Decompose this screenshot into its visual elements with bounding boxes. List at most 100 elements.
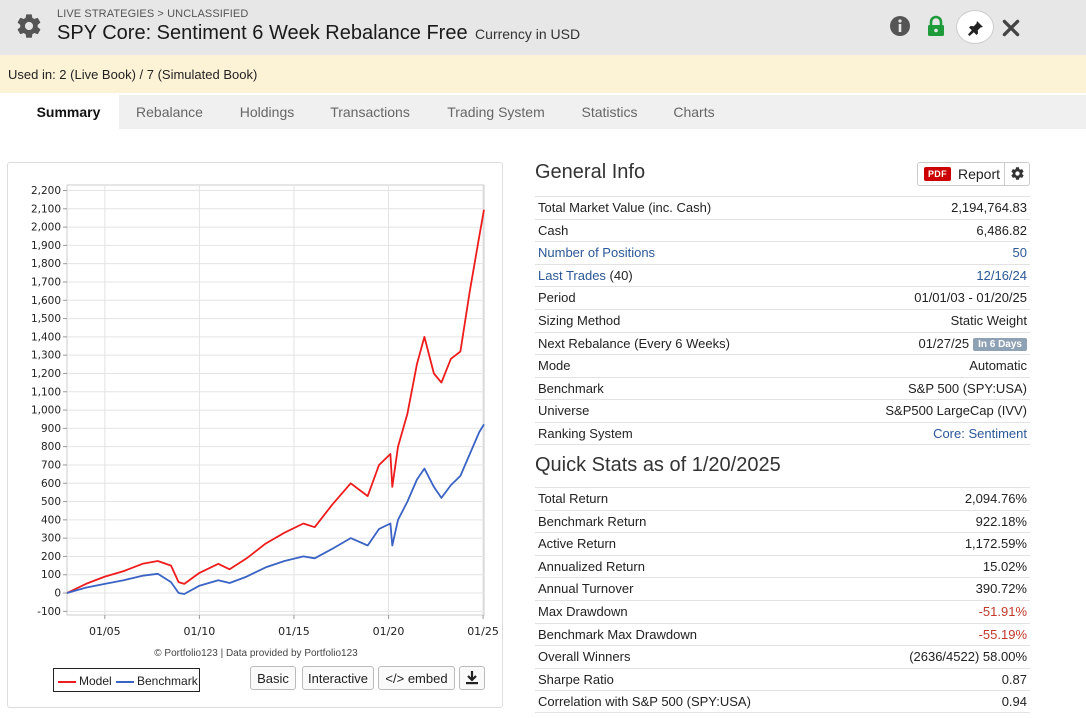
- info-row-sizing-method: Sizing Method Static Weight: [535, 308, 1030, 332]
- lock-icon[interactable]: [924, 14, 948, 38]
- tab-rebalance[interactable]: Rebalance: [136, 104, 203, 120]
- stats-row-annualized-return: Annualized Return 15.02%: [535, 554, 1030, 578]
- y-tick-label: 900: [41, 423, 61, 435]
- info-label: Total Market Value (inc. Cash): [538, 200, 712, 215]
- y-tick-label: 1,800: [31, 258, 61, 270]
- tab-transactions[interactable]: Transactions: [330, 104, 410, 120]
- y-tick-label: 1,500: [31, 313, 61, 325]
- interactive-button[interactable]: Interactive: [302, 666, 374, 690]
- breadcrumb[interactable]: LIVE STRATEGIES > UNCLASSIFIED: [57, 8, 249, 20]
- pin-icon: [968, 21, 983, 36]
- report-button[interactable]: PDF Report: [917, 162, 1030, 186]
- info-row-total-market-value: Total Market Value (inc. Cash) 2,194,764…: [535, 196, 1030, 219]
- report-divider: [1004, 163, 1005, 185]
- x-tick-label: 01/05: [89, 625, 121, 638]
- stat-value: 390.72%: [975, 581, 1027, 597]
- x-tick-label: 01/25: [467, 625, 499, 638]
- tab-statistics[interactable]: Statistics: [581, 104, 638, 120]
- stat-value: 922.18%: [975, 513, 1027, 529]
- info-value: 2,194,764.83: [951, 200, 1027, 215]
- info-row-period: Period 01/01/03 - 01/20/25: [535, 286, 1030, 309]
- series-line-model: [66, 209, 485, 594]
- page-title: SPY Core: Sentiment 6 Week Rebalance Fre…: [57, 22, 468, 44]
- info-value: Automatic: [969, 358, 1027, 374]
- legend-benchmark-label: Benchmark: [137, 674, 198, 688]
- performance-chart[interactable]: -100 0 100 200 300 400 500 600 700 800 900 1,000 1,1…: [8, 163, 504, 643]
- info-row-mode: Mode Automatic: [535, 354, 1030, 377]
- basic-button[interactable]: Basic: [250, 666, 296, 690]
- y-tick-label: 1,600: [31, 295, 61, 307]
- info-label: Ranking System: [538, 425, 633, 441]
- download-button[interactable]: [459, 666, 485, 690]
- info-row-universe: Universe S&P500 LargeCap (IVV): [535, 399, 1030, 422]
- stat-label: Benchmark Return: [538, 513, 647, 529]
- tab-bar: Summary Rebalance Holdings Transactions …: [18, 95, 1086, 129]
- report-label: Report: [958, 166, 1001, 182]
- gear-icon[interactable]: [15, 12, 43, 40]
- legend-model[interactable]: Model: [58, 674, 112, 688]
- stat-value: 0.87: [1001, 671, 1027, 687]
- info-label: Benchmark: [538, 380, 604, 396]
- status-badge: In 6 Days: [973, 337, 1027, 351]
- info-value: 6,486.82: [976, 222, 1027, 238]
- info-icon[interactable]: [888, 14, 912, 38]
- x-tick-label: 01/10: [184, 625, 216, 638]
- y-tick-label: 100: [41, 569, 61, 581]
- y-tick-label: 1,000: [31, 405, 61, 417]
- y-tick-label: -100: [37, 606, 61, 618]
- stat-label: Benchmark Max Drawdown: [538, 626, 697, 642]
- y-tick-label: 700: [41, 459, 61, 471]
- tab-summary[interactable]: Summary: [18, 95, 119, 129]
- info-row-ranking-system: Ranking System Core: Sentiment: [535, 421, 1030, 445]
- info-label: Universe: [538, 403, 590, 419]
- y-tick-label: 2,000: [31, 222, 61, 234]
- info-label: Next Rebalance (Every 6 Weeks): [538, 335, 730, 351]
- y-tick-label: 1,900: [31, 240, 61, 252]
- y-tick-label: 400: [41, 514, 61, 526]
- stat-label: Overall Winners: [538, 649, 631, 665]
- next-rebalance-cell: 01/27/25 In 6 Days: [918, 336, 1027, 351]
- last-trades-date-link[interactable]: 12/16/24: [976, 267, 1027, 283]
- performance-chart-panel: -100 0 100 200 300 400 500 600 700 800 900 1,000 1,1…: [7, 162, 503, 708]
- y-tick-label: 1,400: [31, 331, 61, 343]
- used-in-bar: Used in: 2 (Live Book) / 7 (Simulated Bo…: [0, 55, 1086, 93]
- stat-label: Correlation with S&P 500 (SPY:USA): [538, 694, 751, 710]
- info-value: S&P500 LargeCap (IVV): [885, 403, 1027, 419]
- info-row-benchmark: Benchmark S&P 500 (SPY:USA): [535, 376, 1030, 400]
- info-row-next-rebalance: Next Rebalance (Every 6 Weeks) 01/27/25 I…: [535, 331, 1030, 355]
- positions-count-link[interactable]: 50: [1012, 245, 1027, 261]
- tab-trading-system[interactable]: Trading System: [447, 104, 545, 120]
- legend-benchmark[interactable]: Benchmark: [116, 674, 198, 688]
- stats-row-correlation: Correlation with S&P 500 (SPY:USA) 0.94: [535, 690, 1030, 713]
- stat-label: Max Drawdown: [538, 603, 628, 619]
- last-trades-cell: Last Trades (40): [538, 268, 633, 283]
- ranking-system-link[interactable]: Core: Sentiment: [933, 425, 1027, 441]
- gear-icon[interactable]: [1010, 166, 1025, 181]
- info-value: 01/01/03 - 01/20/25: [914, 290, 1027, 306]
- currency-label: Currency in USD: [475, 26, 581, 42]
- quick-stats-title: Quick Stats as of 1/20/2025: [535, 454, 781, 476]
- y-tick-label: 1,700: [31, 276, 61, 288]
- chart-legend: Model Benchmark: [53, 668, 200, 692]
- info-label: Mode: [538, 358, 571, 374]
- stats-row-annual-turnover: Annual Turnover 390.72%: [535, 577, 1030, 600]
- y-tick-label: 200: [41, 551, 61, 563]
- info-value: S&P 500 (SPY:USA): [908, 380, 1027, 396]
- y-tick-label: 1,300: [31, 350, 61, 362]
- chart-copyright: © Portfolio123 | Data provided by Portfo…: [154, 648, 358, 659]
- number-of-positions-link[interactable]: Number of Positions: [538, 245, 656, 261]
- stat-value: -51.91%: [978, 603, 1027, 619]
- embed-button[interactable]: </> embed: [378, 666, 455, 690]
- last-trades-link[interactable]: Last Trades: [538, 267, 606, 283]
- strategy-header: LIVE STRATEGIES > UNCLASSIFIED SPY Core:…: [0, 0, 1086, 55]
- series-line-benchmark: [66, 423, 485, 595]
- pin-button[interactable]: [956, 10, 994, 44]
- tab-holdings[interactable]: Holdings: [239, 104, 295, 120]
- stats-row-benchmark-max-drawdown: Benchmark Max Drawdown -55.19%: [535, 622, 1030, 646]
- y-tick-label: 2,100: [31, 203, 61, 215]
- general-info-title: General Info: [535, 161, 646, 183]
- stats-row-total-return: Total Return 2,094.76%: [535, 487, 1030, 510]
- tab-charts[interactable]: Charts: [673, 104, 715, 120]
- close-icon[interactable]: [1000, 17, 1022, 39]
- download-icon: [466, 671, 478, 685]
